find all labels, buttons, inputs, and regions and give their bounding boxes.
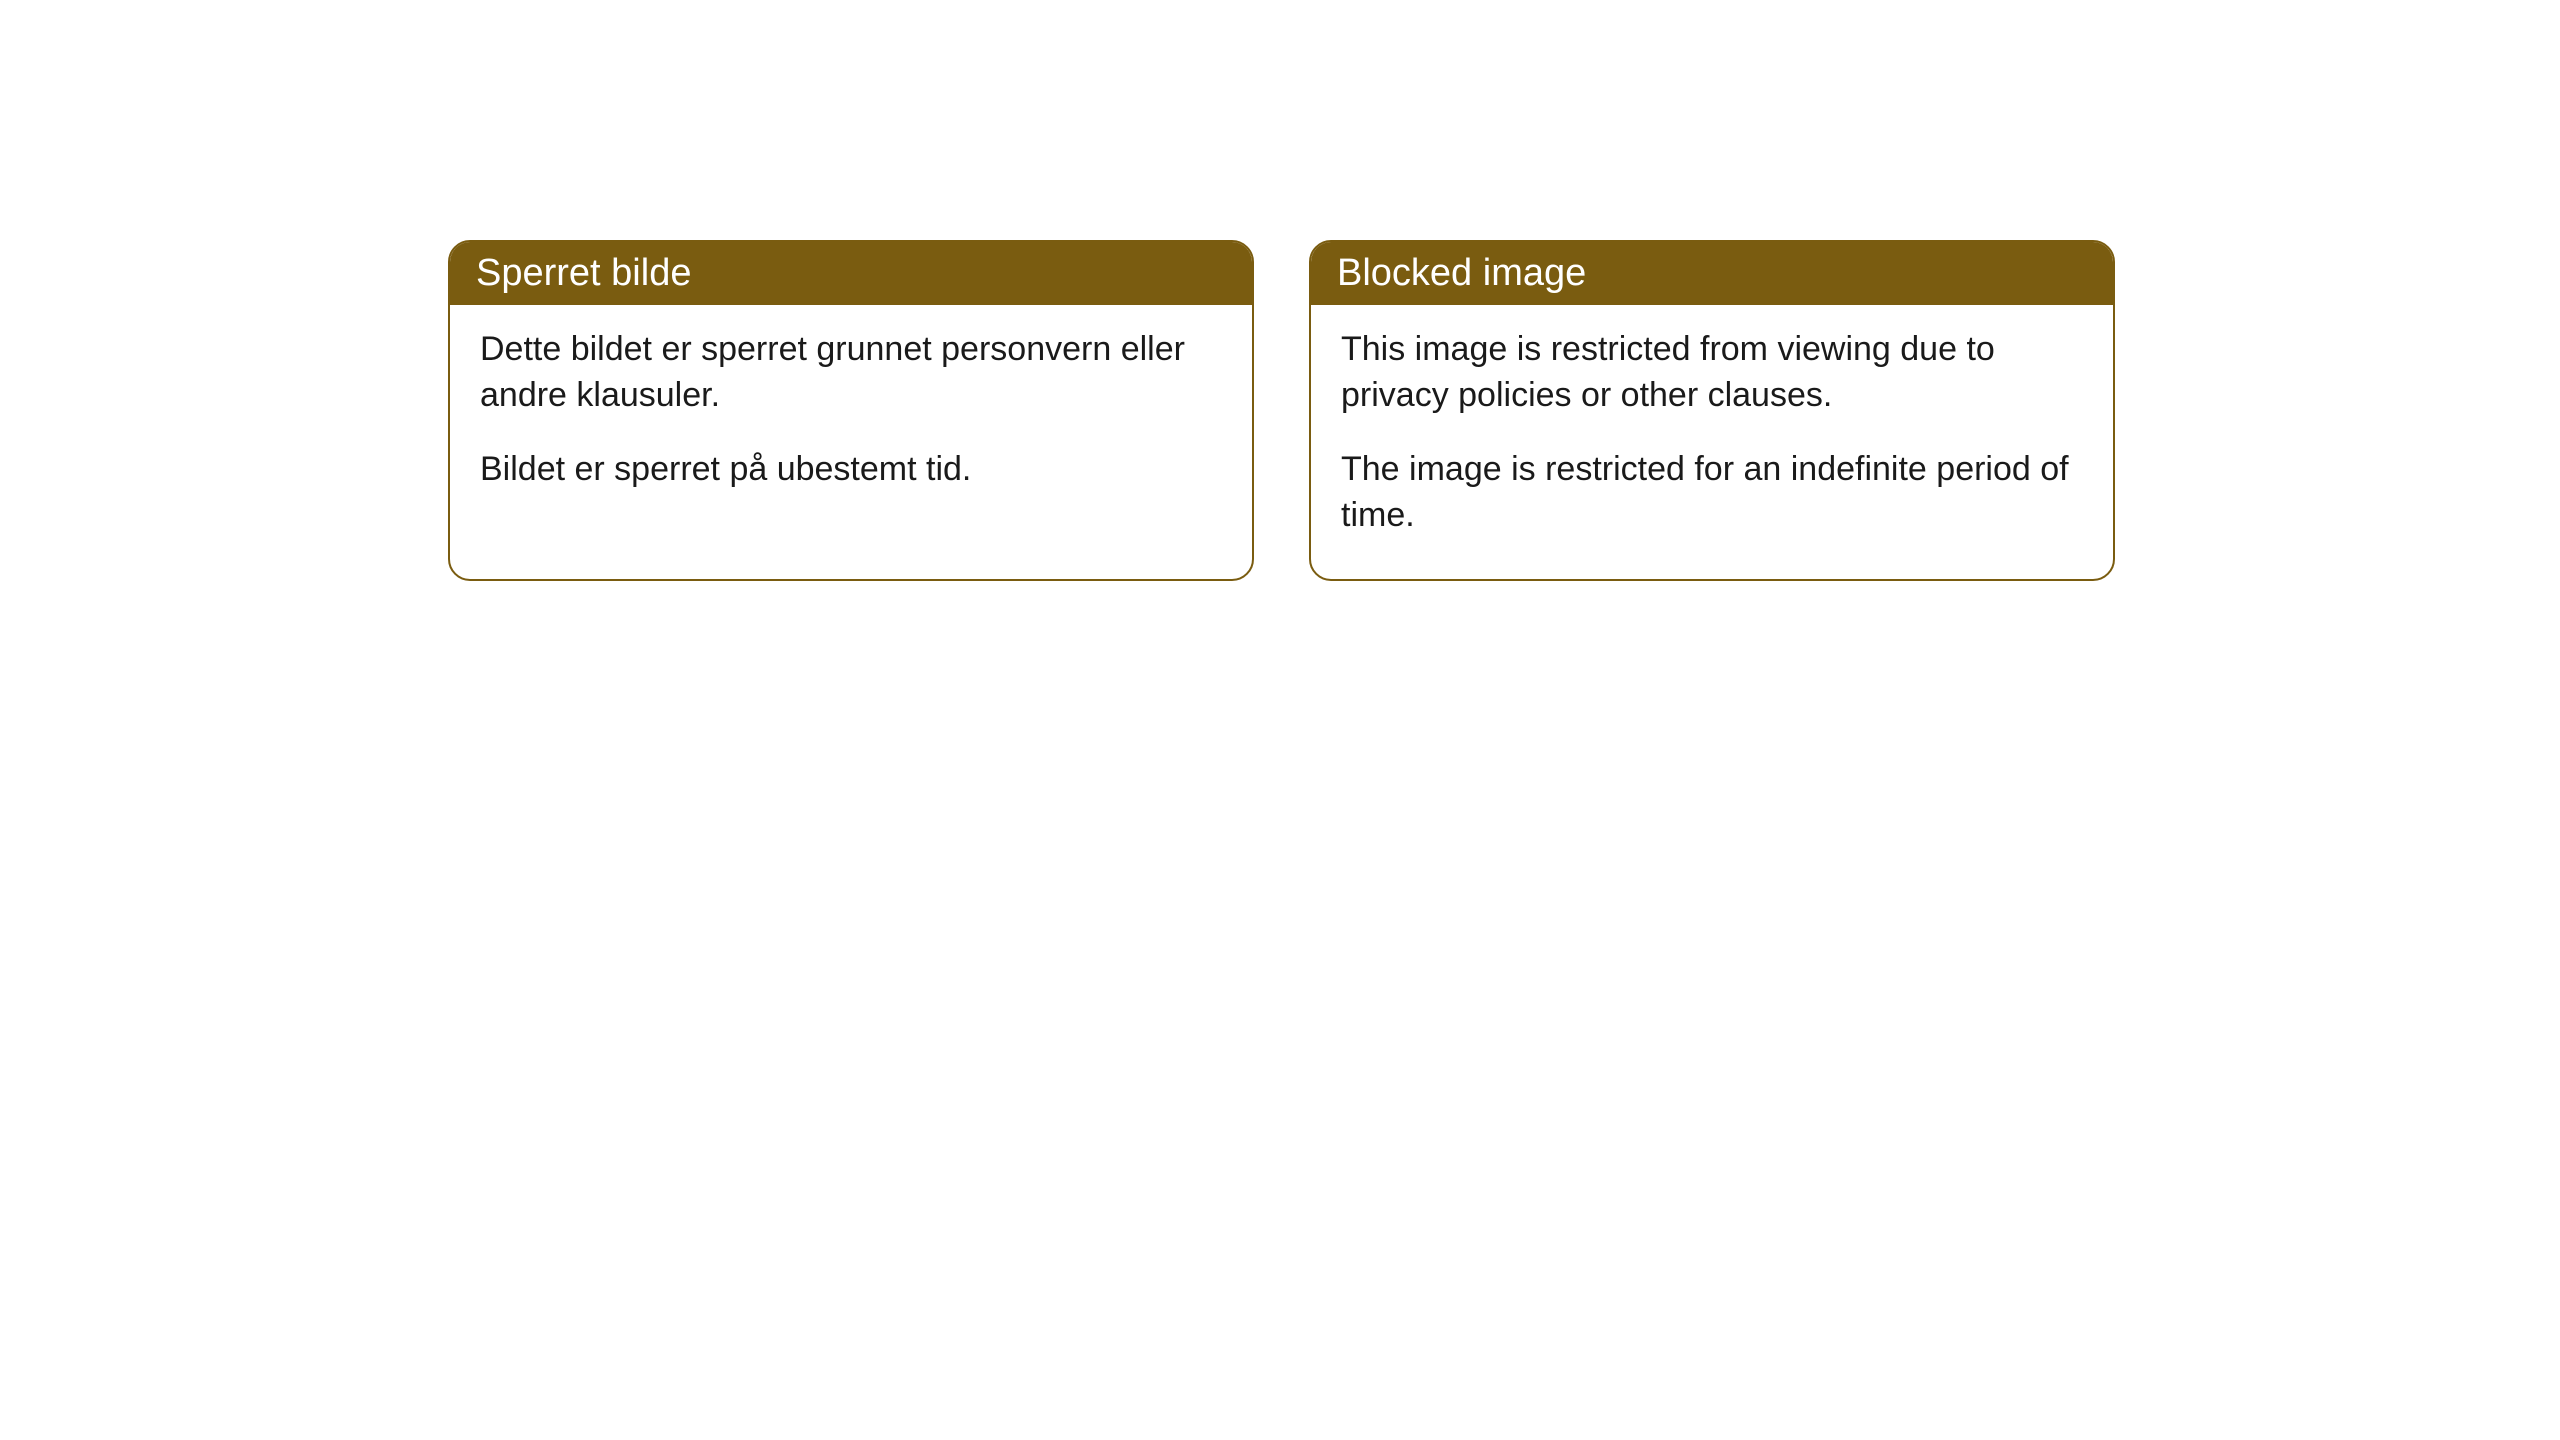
- notice-card-norwegian: Sperret bilde Dette bildet er sperret gr…: [448, 240, 1254, 581]
- card-title: Blocked image: [1311, 242, 2113, 305]
- card-body: Dette bildet er sperret grunnet personve…: [450, 305, 1252, 533]
- card-paragraph: The image is restricted for an indefinit…: [1341, 447, 2083, 539]
- card-paragraph: This image is restricted from viewing du…: [1341, 327, 2083, 419]
- notice-card-english: Blocked image This image is restricted f…: [1309, 240, 2115, 581]
- card-title: Sperret bilde: [450, 242, 1252, 305]
- card-paragraph: Dette bildet er sperret grunnet personve…: [480, 327, 1222, 419]
- card-body: This image is restricted from viewing du…: [1311, 305, 2113, 579]
- card-paragraph: Bildet er sperret på ubestemt tid.: [480, 447, 1222, 493]
- cards-container: Sperret bilde Dette bildet er sperret gr…: [448, 240, 2115, 581]
